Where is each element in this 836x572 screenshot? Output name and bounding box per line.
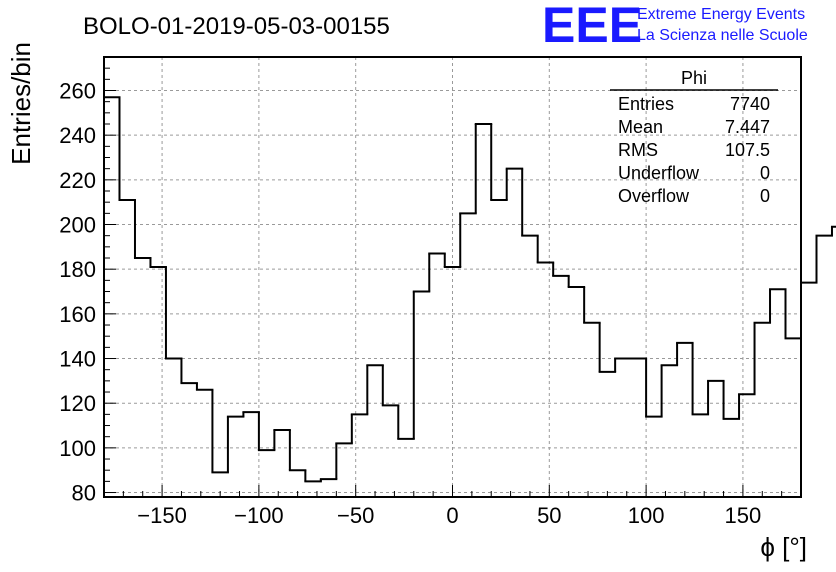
stats-label-rms: RMS (618, 140, 658, 160)
stats-value-rms: 107.5 (725, 140, 770, 160)
y-tick-label: 140 (59, 347, 96, 372)
y-tick-label: 100 (59, 436, 96, 461)
eee-logo: EEE Extreme Energy Events La Scienza nel… (542, 0, 808, 53)
stats-label-overflow: Overflow (618, 186, 690, 206)
stats-value-entries: 7740 (730, 94, 770, 114)
stats-box: Phi Entries 7740 Mean 7.447 RMS 107.5 Underflo… (610, 68, 778, 206)
x-tick-label: −50 (337, 503, 374, 528)
x-tick-label: 150 (725, 503, 762, 528)
x-axis: −150 −100 −50 0 50 100 150 (122, 485, 783, 528)
stats-value-underflow: 0 (760, 163, 770, 183)
x-tick-label: 0 (446, 503, 458, 528)
y-tick-label: 80 (72, 481, 96, 506)
logo-line-1: Extreme Energy Events (637, 6, 805, 23)
x-axis-title: ϕ [°] (760, 532, 807, 562)
y-tick-label: 240 (59, 123, 96, 148)
y-tick-label: 200 (59, 213, 96, 238)
x-tick-label: 100 (628, 503, 665, 528)
stats-label-entries: Entries (618, 94, 674, 114)
x-tick-label: −100 (234, 503, 284, 528)
y-tick-label: 160 (59, 302, 96, 327)
chart-title: BOLO-01-2019-05-03-00155 (83, 13, 390, 40)
stats-label-underflow: Underflow (618, 163, 700, 183)
stats-value-mean: 7.447 (725, 117, 770, 137)
histogram-series (103, 96, 836, 483)
x-tick-label: −150 (137, 503, 187, 528)
y-tick-label: 180 (59, 257, 96, 282)
stats-value-overflow: 0 (760, 186, 770, 206)
stats-rows: Entries 7740 Mean 7.447 RMS 107.5 Underflow 0 Ov… (618, 94, 770, 206)
stats-title: Phi (681, 68, 707, 88)
y-axis: 80 100 120 140 160 180 200 220 240 260 (59, 67, 116, 506)
eee-logo-mark: EEE (542, 0, 642, 53)
x-tick-label: 50 (537, 503, 561, 528)
y-axis-title: Entries/bin (6, 42, 36, 165)
y-tick-label: 220 (59, 168, 96, 193)
stats-label-mean: Mean (618, 117, 663, 137)
y-tick-label: 120 (59, 391, 96, 416)
logo-line-2: La Scienza nelle Scuole (637, 27, 808, 44)
y-tick-label: 260 (59, 79, 96, 104)
